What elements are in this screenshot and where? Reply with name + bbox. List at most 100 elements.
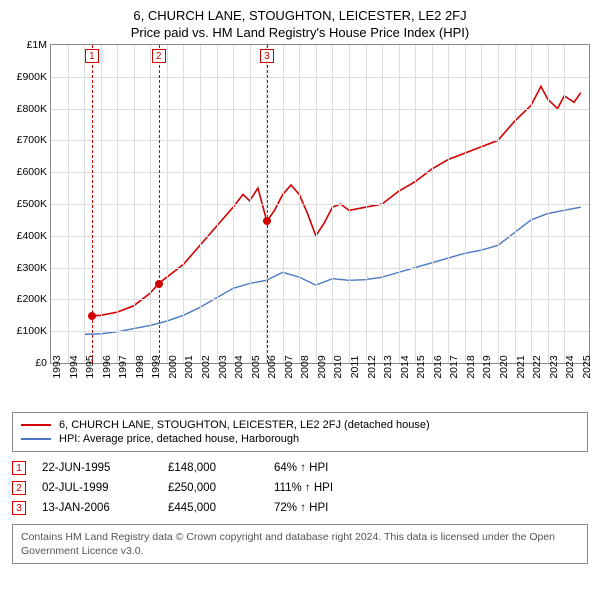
y-axis-label: £500K — [17, 198, 47, 210]
x-axis-label: 1998 — [134, 355, 146, 378]
sales-marker-box: 3 — [12, 501, 26, 515]
x-axis-label: 2003 — [217, 355, 229, 378]
x-axis-label: 2008 — [299, 355, 311, 378]
y-axis-label: £800K — [17, 103, 47, 115]
x-axis-label: 2010 — [332, 355, 344, 378]
gridline-v — [250, 45, 251, 363]
sales-pct: 72% ↑ HPI — [274, 502, 364, 514]
gridline-v — [217, 45, 218, 363]
y-axis-label: £0 — [35, 357, 47, 369]
gridline-v — [283, 45, 284, 363]
x-axis-label: 1996 — [101, 355, 113, 378]
gridline-v — [382, 45, 383, 363]
title-block: 6, CHURCH LANE, STOUGHTON, LEICESTER, LE… — [0, 0, 600, 44]
legend-swatch — [21, 438, 51, 440]
x-axis-label: 1997 — [117, 355, 129, 378]
y-axis-label: £600K — [17, 166, 47, 178]
x-axis-label: 2002 — [200, 355, 212, 378]
y-axis-label: £200K — [17, 293, 47, 305]
sales-price: £148,000 — [168, 462, 258, 474]
legend-box: 6, CHURCH LANE, STOUGHTON, LEICESTER, LE… — [12, 412, 588, 452]
y-axis-label: £300K — [17, 262, 47, 274]
chart-area: £0£100K£200K£300K£400K£500K£600K£700K£80… — [50, 44, 590, 384]
x-axis-label: 2007 — [283, 355, 295, 378]
gridline-v — [68, 45, 69, 363]
legend-label: HPI: Average price, detached house, Harb… — [59, 433, 299, 445]
sales-marker-box: 1 — [12, 461, 26, 475]
gridline-h — [51, 331, 589, 332]
x-axis-label: 2016 — [432, 355, 444, 378]
gridline-v — [515, 45, 516, 363]
gridline-h — [51, 109, 589, 110]
gridline-h — [51, 204, 589, 205]
title-subtitle: Price paid vs. HM Land Registry's House … — [0, 25, 600, 40]
y-axis-label: £1M — [27, 39, 47, 51]
x-axis-label: 2013 — [382, 355, 394, 378]
sales-price: £250,000 — [168, 482, 258, 494]
x-axis-label: 2024 — [564, 355, 576, 378]
gridline-v — [316, 45, 317, 363]
legend-swatch — [21, 424, 51, 426]
x-axis-label: 2004 — [233, 355, 245, 378]
x-axis-label: 2021 — [515, 355, 527, 378]
x-axis-label: 2014 — [399, 355, 411, 378]
sales-date: 13-JAN-2006 — [42, 502, 152, 514]
gridline-v — [200, 45, 201, 363]
x-axis-label: 2015 — [415, 355, 427, 378]
gridline-h — [51, 172, 589, 173]
gridline-v — [349, 45, 350, 363]
legend-row: HPI: Average price, detached house, Harb… — [21, 432, 579, 446]
gridline-v — [233, 45, 234, 363]
x-axis-label: 2019 — [481, 355, 493, 378]
gridline-v — [548, 45, 549, 363]
x-axis-label: 2011 — [349, 356, 361, 379]
gridline-h — [51, 236, 589, 237]
gridline-v — [399, 45, 400, 363]
event-marker-box: 2 — [152, 49, 166, 63]
x-axis-label: 2001 — [183, 355, 195, 378]
gridline-v — [134, 45, 135, 363]
x-axis-label: 2023 — [548, 355, 560, 378]
sales-marker-box: 2 — [12, 481, 26, 495]
legend-label: 6, CHURCH LANE, STOUGHTON, LEICESTER, LE… — [59, 419, 430, 431]
event-line — [159, 45, 160, 363]
gridline-v — [117, 45, 118, 363]
gridline-v — [183, 45, 184, 363]
x-axis-label: 2022 — [531, 355, 543, 378]
plot-region: £0£100K£200K£300K£400K£500K£600K£700K£80… — [50, 44, 590, 364]
event-line — [267, 45, 268, 363]
sales-date: 22-JUN-1995 — [42, 462, 152, 474]
x-axis-label: 2025 — [581, 355, 593, 378]
x-axis-label: 2020 — [498, 355, 510, 378]
gridline-v — [84, 45, 85, 363]
sales-pct: 64% ↑ HPI — [274, 462, 364, 474]
chart-container: 6, CHURCH LANE, STOUGHTON, LEICESTER, LE… — [0, 0, 600, 590]
sale-marker-dot — [263, 217, 271, 225]
gridline-v — [366, 45, 367, 363]
gridline-v — [432, 45, 433, 363]
x-axis-label: 1993 — [51, 355, 63, 378]
gridline-v — [415, 45, 416, 363]
y-axis-label: £400K — [17, 230, 47, 242]
gridline-h — [51, 268, 589, 269]
gridline-v — [299, 45, 300, 363]
legend-row: 6, CHURCH LANE, STOUGHTON, LEICESTER, LE… — [21, 418, 579, 432]
gridline-h — [51, 140, 589, 141]
gridline-v — [101, 45, 102, 363]
sales-row: 313-JAN-2006£445,00072% ↑ HPI — [12, 498, 588, 518]
x-axis-label: 2012 — [366, 355, 378, 378]
sales-row: 2 02-JUL-1999 £250,000 111% ↑ HPI — [12, 478, 588, 498]
sales-date: 02-JUL-1999 — [42, 482, 152, 494]
gridline-v — [332, 45, 333, 363]
series-property — [92, 86, 581, 316]
gridline-v — [448, 45, 449, 363]
y-axis-label: £700K — [17, 134, 47, 146]
y-axis-label: £900K — [17, 71, 47, 83]
footnote-box: Contains HM Land Registry data © Crown c… — [12, 524, 588, 564]
sale-marker-dot — [88, 312, 96, 320]
x-axis-label: 1999 — [150, 355, 162, 378]
x-axis-label: 2017 — [448, 355, 460, 378]
sales-pct: 111% ↑ HPI — [274, 482, 364, 494]
gridline-v — [150, 45, 151, 363]
event-marker-box: 1 — [85, 49, 99, 63]
